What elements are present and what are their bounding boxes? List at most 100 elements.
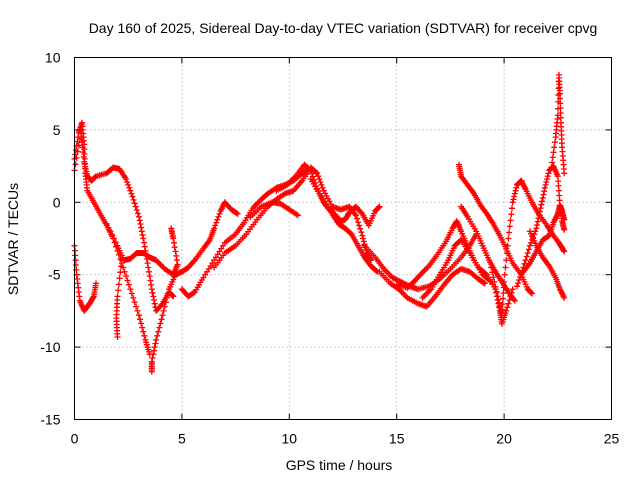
data-point: [359, 232, 366, 239]
data-point: [561, 294, 568, 301]
data-point: [234, 210, 241, 217]
data-point: [506, 223, 513, 230]
data-point: [110, 235, 117, 242]
data-point: [501, 278, 508, 285]
data-point: [307, 167, 314, 174]
data-point: [360, 235, 366, 242]
data-point: [561, 170, 568, 177]
data-point: [124, 277, 131, 284]
data-point: [480, 279, 487, 286]
data-point: [151, 347, 157, 354]
data-point: [512, 187, 519, 194]
data-point: [551, 144, 558, 151]
data-point: [505, 235, 512, 242]
data-point: [500, 295, 506, 302]
data-point: [511, 297, 518, 304]
data-point: [141, 239, 147, 246]
data-point: [134, 307, 141, 314]
data-point: [541, 184, 548, 191]
data-point: [137, 221, 144, 227]
data-point: [373, 267, 380, 274]
data-point: [214, 216, 221, 223]
data-point: [315, 173, 322, 180]
data-point: [561, 226, 568, 233]
data-point: [317, 179, 324, 185]
data-point: [151, 300, 158, 307]
data-point: [155, 328, 162, 335]
data-point: [157, 320, 164, 327]
data-point: [163, 294, 170, 301]
data-point: [156, 324, 163, 331]
data-point: [522, 257, 529, 264]
data-point: [504, 242, 511, 249]
data-point: [544, 173, 551, 180]
data-point: [124, 179, 131, 185]
series-trace-3: [71, 242, 99, 314]
data-point: [170, 293, 177, 300]
data-point: [534, 218, 541, 225]
series-trace-21: [526, 228, 568, 301]
data-point: [495, 296, 502, 303]
data-point: [503, 307, 510, 314]
series-trace-11: [307, 176, 383, 229]
data-point: [212, 222, 219, 229]
data-point: [504, 304, 511, 311]
data-point: [360, 238, 367, 245]
data-point: [168, 225, 175, 232]
data-point: [150, 293, 157, 300]
y-tick-label: 10: [45, 50, 61, 66]
data-point: [215, 213, 222, 220]
data-point: [549, 159, 556, 166]
data-point: [117, 269, 124, 276]
data-point: [93, 280, 99, 287]
data-point: [141, 243, 148, 250]
data-point: [153, 336, 160, 343]
data-point: [491, 278, 498, 285]
series-trace-4: [103, 221, 181, 278]
y-axis-label: SDTVAR / TECUs: [5, 183, 21, 295]
data-point: [149, 289, 156, 296]
data-point: [148, 358, 155, 365]
data-point: [507, 217, 514, 224]
data-point: [151, 344, 158, 351]
data-point: [352, 212, 359, 219]
data-point: [551, 139, 558, 146]
data-point: [159, 312, 166, 319]
data-point: [358, 229, 365, 236]
data-point: [135, 312, 142, 319]
x-tick-label: 15: [389, 431, 405, 447]
data-point: [524, 250, 531, 256]
tick-labels: 0 5 10 15 20 25 -15 -10 -5 0 5 10: [40, 50, 619, 447]
data-point: [149, 355, 156, 361]
data-point: [494, 293, 501, 300]
data-point: [509, 205, 515, 212]
data-series: [71, 71, 568, 375]
data-point: [545, 170, 552, 177]
y-tick-label: -5: [48, 267, 61, 283]
data-point: [499, 312, 505, 319]
data-point: [146, 273, 153, 280]
data-point: [533, 225, 540, 232]
data-point: [536, 208, 543, 215]
data-point: [506, 229, 513, 236]
data-point: [496, 299, 503, 306]
data-point: [158, 316, 165, 323]
data-point: [492, 283, 499, 290]
data-point: [501, 271, 508, 278]
data-point: [138, 224, 145, 231]
data-point: [105, 224, 112, 231]
data-point: [511, 190, 518, 197]
data-point: [127, 286, 134, 293]
data-point: [74, 148, 81, 155]
series-trace-22: [548, 71, 568, 177]
data-point: [489, 269, 496, 276]
data-point: [526, 242, 533, 249]
data-point: [503, 257, 510, 264]
data-point: [561, 248, 568, 255]
x-tick-label: 5: [178, 431, 186, 447]
data-point: [131, 299, 138, 306]
data-point: [151, 297, 157, 303]
data-point: [154, 332, 161, 339]
chart-title: Day 160 of 2025, Sidereal Day-to-day VTE…: [89, 20, 598, 36]
data-point: [499, 306, 506, 313]
